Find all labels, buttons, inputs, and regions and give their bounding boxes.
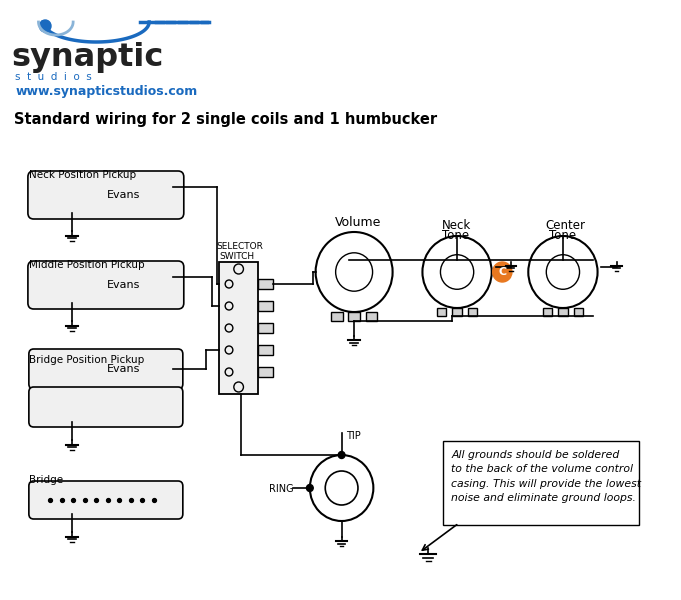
Bar [558, 308, 568, 316]
Bar [331, 312, 343, 321]
Text: Standard wiring for 2 single coils and 1 humbucker: Standard wiring for 2 single coils and 1… [14, 112, 438, 127]
Bar [366, 312, 377, 321]
Bar [258, 345, 273, 355]
Text: Neck: Neck [442, 219, 471, 232]
FancyBboxPatch shape [443, 441, 639, 525]
Text: Volume: Volume [335, 216, 381, 229]
Text: C: C [498, 267, 507, 277]
FancyBboxPatch shape [29, 481, 183, 519]
Text: Evans: Evans [106, 364, 140, 374]
FancyBboxPatch shape [28, 261, 184, 309]
Bar [219, 262, 258, 394]
Bar [258, 367, 273, 377]
Circle shape [39, 20, 51, 32]
Text: Evans: Evans [106, 280, 140, 290]
Text: All grounds should be soldered
to the back of the volume control
casing. This wi: All grounds should be soldered to the ba… [452, 450, 642, 503]
Bar [468, 308, 477, 316]
Text: Evans: Evans [106, 190, 140, 200]
Text: SWITCH: SWITCH [219, 252, 255, 261]
Text: Bridge Position Pickup: Bridge Position Pickup [29, 355, 144, 365]
Text: RING: RING [270, 484, 294, 494]
Bar [258, 323, 273, 333]
Text: synaptic: synaptic [12, 42, 164, 73]
Circle shape [306, 485, 313, 491]
Circle shape [492, 262, 512, 282]
Bar [543, 308, 552, 316]
Bar [258, 279, 273, 289]
Text: SELECTOR: SELECTOR [217, 242, 264, 251]
Circle shape [338, 451, 345, 458]
Text: Tone: Tone [442, 229, 469, 242]
Text: TIP: TIP [347, 431, 361, 441]
FancyBboxPatch shape [29, 349, 183, 389]
Text: s  t  u  d  i  o  s: s t u d i o s [16, 72, 92, 82]
Bar [349, 312, 360, 321]
FancyBboxPatch shape [28, 171, 184, 219]
Text: Middle Position Pickup: Middle Position Pickup [29, 260, 144, 270]
Bar [573, 308, 583, 316]
Text: Center: Center [545, 219, 586, 232]
Text: www.synapticstudios.com: www.synapticstudios.com [16, 85, 197, 98]
FancyBboxPatch shape [29, 387, 183, 427]
Bar [258, 301, 273, 311]
Text: Tone: Tone [550, 229, 577, 242]
Bar [437, 308, 447, 316]
Text: Neck Position Pickup: Neck Position Pickup [29, 170, 136, 180]
Text: Bridge: Bridge [29, 475, 63, 485]
Bar [452, 308, 462, 316]
